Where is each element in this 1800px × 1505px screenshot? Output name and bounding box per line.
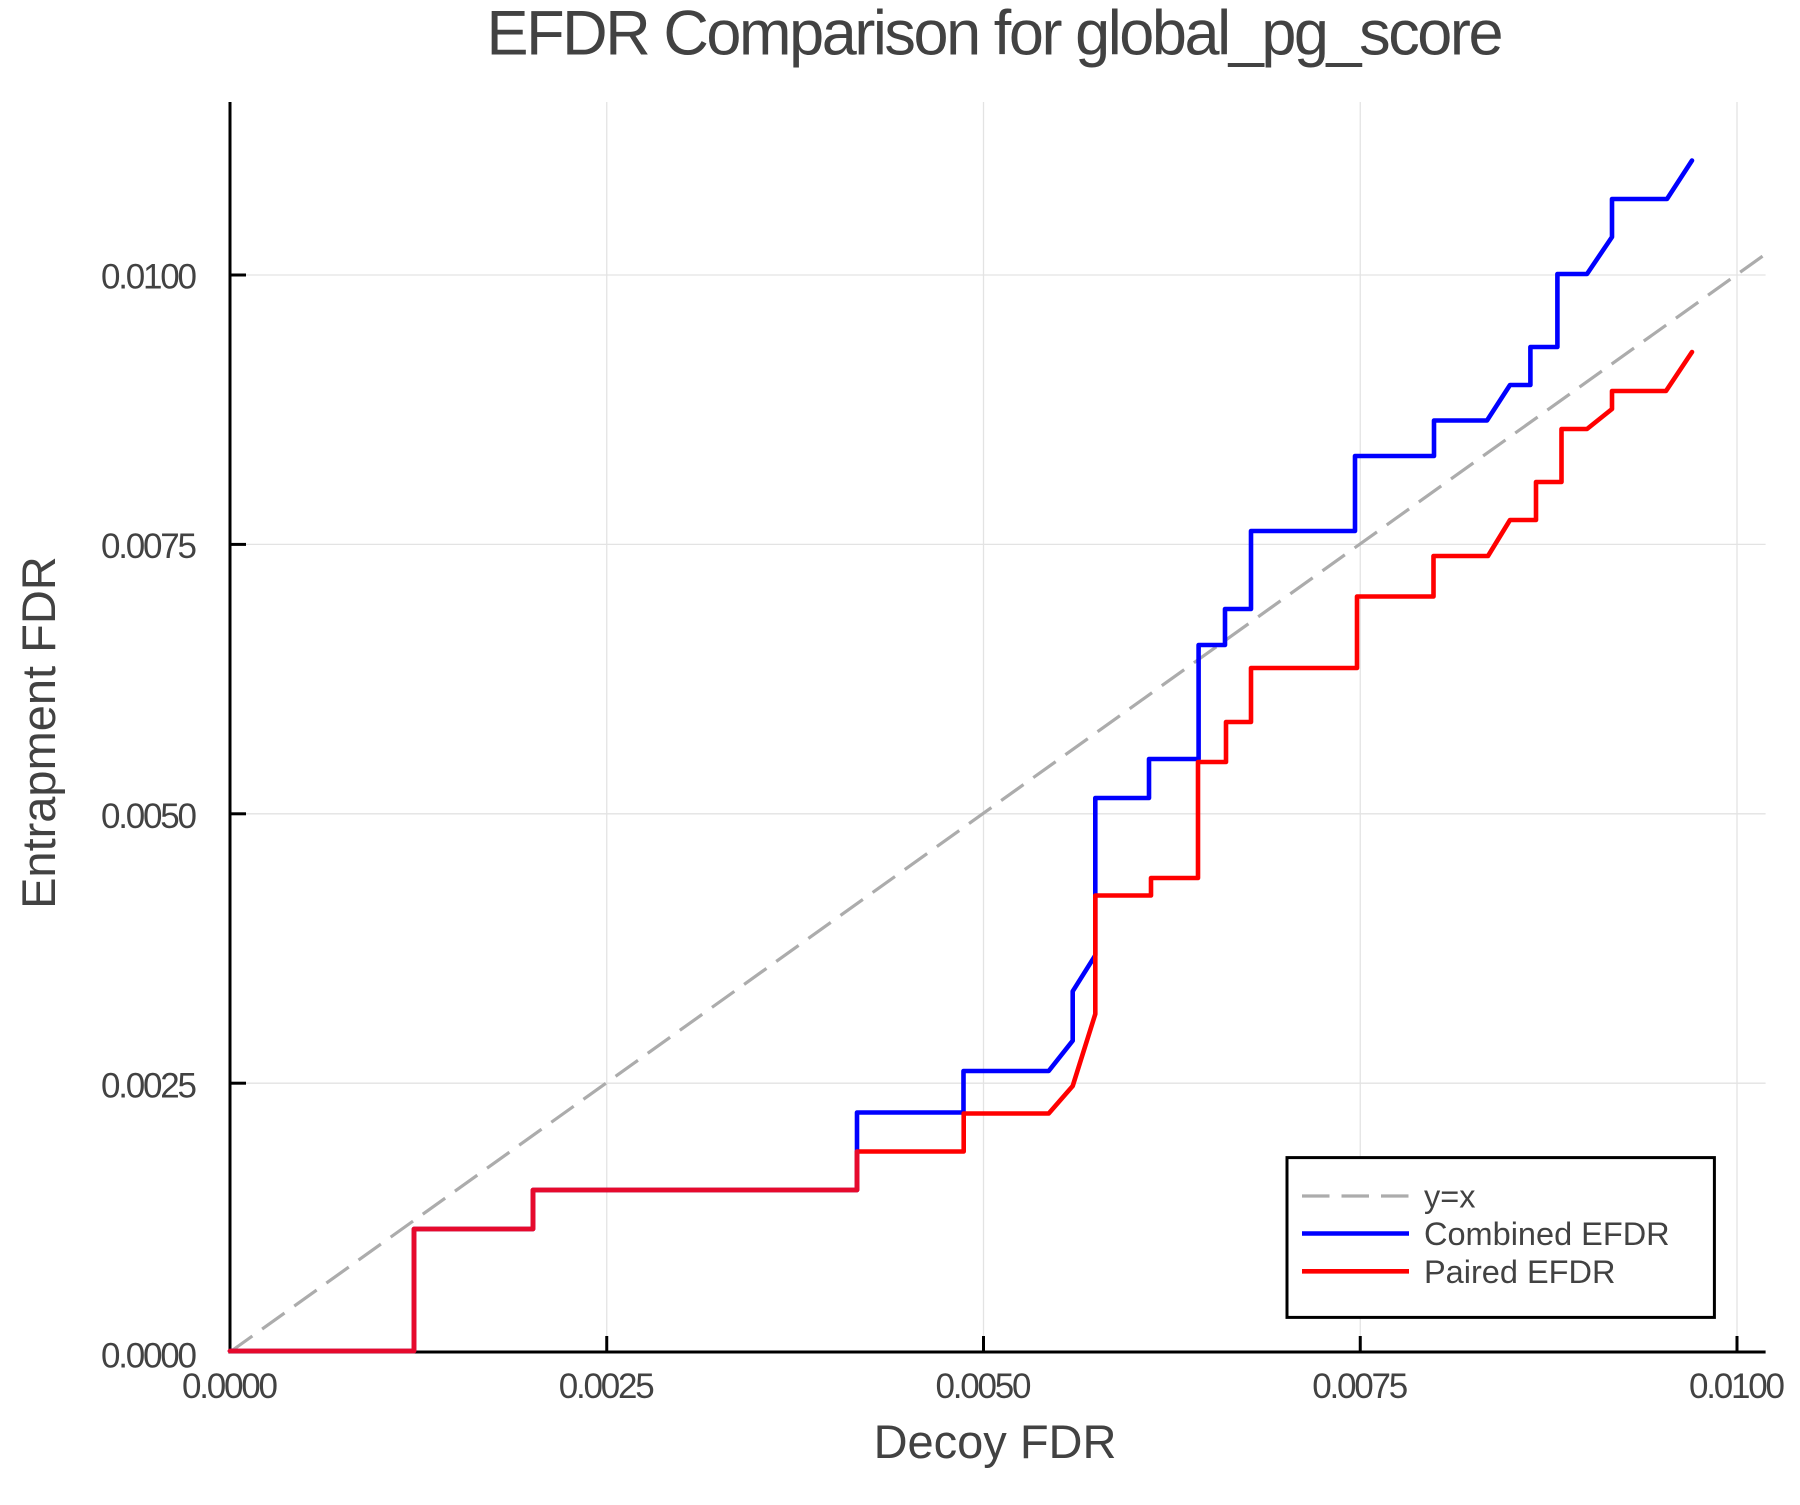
svg-text:0.0100: 0.0100 — [101, 257, 197, 296]
svg-text:Entrapment FDR: Entrapment FDR — [12, 556, 65, 909]
svg-text:Paired EFDR: Paired EFDR — [1424, 1254, 1615, 1290]
svg-text:EFDR Comparison for global_pg_: EFDR Comparison for global_pg_score — [487, 0, 1504, 69]
svg-text:0.0075: 0.0075 — [101, 527, 197, 566]
svg-text:0.0100: 0.0100 — [1689, 1367, 1785, 1406]
svg-text:0.0075: 0.0075 — [1312, 1367, 1408, 1406]
svg-text:Decoy FDR: Decoy FDR — [874, 1415, 1117, 1468]
svg-text:0.0025: 0.0025 — [559, 1367, 655, 1406]
svg-text:0.0050: 0.0050 — [936, 1367, 1032, 1406]
svg-text:0.0050: 0.0050 — [101, 797, 197, 836]
svg-text:0.0025: 0.0025 — [101, 1067, 197, 1106]
svg-text:0.0000: 0.0000 — [101, 1336, 197, 1375]
svg-text:0.0000: 0.0000 — [182, 1367, 278, 1406]
svg-text:Combined EFDR: Combined EFDR — [1424, 1216, 1670, 1252]
svg-text:y=x: y=x — [1424, 1179, 1475, 1215]
